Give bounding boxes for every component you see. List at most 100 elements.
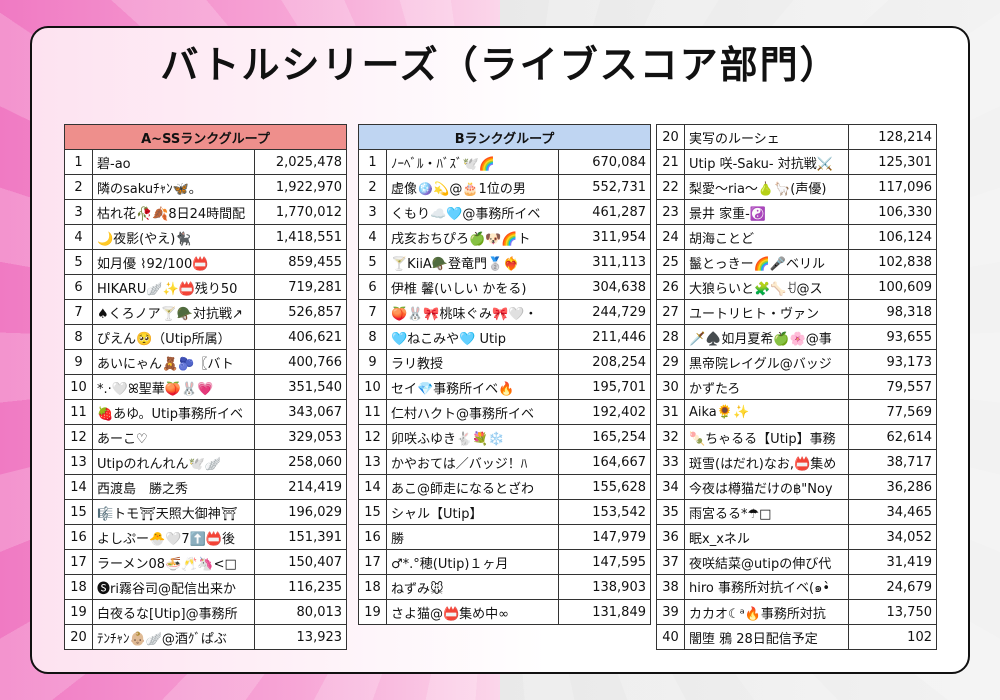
contestant-name: 🗡️♠️如月夏希🍏🌸@事 <box>684 324 849 350</box>
contestant-name: hiro 事務所対抗イベ(๑•̀ <box>684 574 849 600</box>
table-row: 1 碧-ao 2,025,478 <box>64 149 348 175</box>
rank-number: 4 <box>64 224 93 250</box>
rank-number: 12 <box>64 424 93 450</box>
contestant-name: シャル【Utip】 <box>386 499 559 525</box>
contestant-name: よしぷー🐣🤍7⬆️📛後 <box>92 524 255 550</box>
rank-number: 6 <box>64 274 93 300</box>
contestant-name: 西渡島 勝之秀 <box>92 474 255 500</box>
live-score: 164,667 <box>558 449 651 475</box>
rank-number: 18 <box>358 574 387 600</box>
rank-number: 3 <box>64 199 93 225</box>
live-score: 131,849 <box>558 599 651 625</box>
rank-number: 14 <box>64 474 93 500</box>
contestant-name: 雨宮るる*☂︎□ <box>684 499 849 525</box>
contestant-name: さよ猫@📛集め中∞ <box>386 599 559 625</box>
rank-number: 29 <box>656 349 685 375</box>
live-score: 36,286 <box>848 474 937 500</box>
table-row: 29 黒帝院レイグル@バッジ 93,173 <box>656 349 937 375</box>
table-row: 8 🩵ねこみや🩵 Utip 211,446 <box>358 324 651 350</box>
table-row: 11 🍓あゆ。Utip事務所イベ 343,067 <box>64 399 348 425</box>
live-score: 311,113 <box>558 249 651 275</box>
live-score: 719,281 <box>253 274 348 300</box>
live-score: 1,418,551 <box>253 224 348 250</box>
live-score: 117,096 <box>848 174 937 200</box>
table-row: 34 今夜は樽猫だけの฿"Noy 36,286 <box>656 474 937 500</box>
rank-number: 33 <box>656 449 685 475</box>
rank-number: 35 <box>656 499 685 525</box>
live-score: 128,214 <box>848 124 937 150</box>
table-row: 23 景井 家重-☯️ 106,330 <box>656 199 937 225</box>
table-row: 20 実写のルーシェ 128,214 <box>656 124 937 150</box>
contestant-name: 🌙夜影(やえ)🐈‍⬛ <box>92 224 255 250</box>
table-row: 27 ユートリヒト・ヴァン 98,318 <box>656 299 937 325</box>
live-score: 192,402 <box>558 399 651 425</box>
table-row: 14 あこ@師走になるとざわ 155,628 <box>358 474 651 500</box>
contestant-name: 虚像🪩💫@🎂1位の男 <box>386 174 559 200</box>
contestant-name: ぴえん🥺（Utip所属） <box>92 324 255 350</box>
live-score: 116,235 <box>253 574 348 600</box>
table-row: 5 如月優 ⌇92/100📛 859,455 <box>64 249 348 275</box>
table-row: 13 Utipのれんれん🕊️🪽 258,060 <box>64 449 348 475</box>
table-row: 15 シャル【Utip】 153,542 <box>358 499 651 525</box>
rank-number: 6 <box>358 274 387 300</box>
contestant-name: 今夜は樽猫だけの฿"Noy <box>684 474 849 500</box>
contestant-name: くもり☁️🩵@事務所イベ <box>386 199 559 225</box>
table-row: 19 白夜るな[Utip]@事務所 80,013 <box>64 599 348 625</box>
rank-number: 28 <box>656 324 685 350</box>
live-score: 311,954 <box>558 224 651 250</box>
contestant-name: 黒帝院レイグル@バッジ <box>684 349 849 375</box>
live-score: 400,766 <box>253 349 348 375</box>
contestant-name: あこ@師走になるとざわ <box>386 474 559 500</box>
table-row: 15 🎼トモ⛩天照大御神⛩ 196,029 <box>64 499 348 525</box>
table-row: 18 ねずみ🐭 138,903 <box>358 574 651 600</box>
contestant-name: 🍑🐰🎀桃味ぐみ🎀🤍・ <box>386 299 559 325</box>
table-row: 5 🍸KiiA🪖登竜門🥈❤️‍🔥 311,113 <box>358 249 651 275</box>
contestant-name: Utipのれんれん🕊️🪽 <box>92 449 255 475</box>
table-row: 3 枯れ花🥀🍂8日24時間配 1,770,012 <box>64 199 348 225</box>
table-row: 35 雨宮るる*☂︎□ 34,465 <box>656 499 937 525</box>
live-score: 77,569 <box>848 399 937 425</box>
table-row: 25 鬣とっきー🌈🎤ベリル 102,838 <box>656 249 937 275</box>
table-row: 22 梨愛～ria～🍐🦙(声優) 117,096 <box>656 174 937 200</box>
live-score: 244,729 <box>558 299 651 325</box>
contestant-name: Aika🌻✨ <box>684 399 849 425</box>
live-score: 24,679 <box>848 574 937 600</box>
contestant-name: 🅢ri霧谷司@配信出来か <box>92 574 255 600</box>
live-score: 214,419 <box>253 474 348 500</box>
group-b-continued-table: 20 実写のルーシェ 128,214 21 Utip 咲-Saku- 対抗戦⚔️ 125,… <box>656 124 937 650</box>
rank-number: 23 <box>656 199 685 225</box>
live-score: 343,067 <box>253 399 348 425</box>
rank-number: 1 <box>358 149 387 175</box>
live-score: 34,052 <box>848 524 937 550</box>
rank-number: 27 <box>656 299 685 325</box>
contestant-name: 鬣とっきー🌈🎤ベリル <box>684 249 849 275</box>
contestant-name: 梨愛～ria～🍐🦙(声優) <box>684 174 849 200</box>
rank-number: 38 <box>656 574 685 600</box>
table-row: 26 大狼らいと🧩🦴ꀀ@ス 100,609 <box>656 274 937 300</box>
rank-number: 5 <box>358 249 387 275</box>
group-b-table: Bランクグループ 1 ﾉｰﾍﾞﾙ・ﾊﾞｽﾞ🕊️🌈 670,084 2 虚像🪩💫@🎂1位の… <box>358 124 651 625</box>
live-score: 106,124 <box>848 224 937 250</box>
table-row: 4 戌亥おちぴろ🍏🐶🌈ト 311,954 <box>358 224 651 250</box>
live-score: 208,254 <box>558 349 651 375</box>
table-row: 6 伊椎 馨(いしい かをる) 304,638 <box>358 274 651 300</box>
live-score: 258,060 <box>253 449 348 475</box>
contestant-name: 大狼らいと🧩🦴ꀀ@ス <box>684 274 849 300</box>
rank-number: 22 <box>656 174 685 200</box>
table-row: 32 🍡ちゃるる【Utip】事務 62,614 <box>656 424 937 450</box>
table-row: 30 かずたろ 79,557 <box>656 374 937 400</box>
contestant-name: カカオ☾ᵃ🔥事務所対抗 <box>684 599 849 625</box>
rank-number: 7 <box>358 299 387 325</box>
live-score: 211,446 <box>558 324 651 350</box>
rank-number: 17 <box>358 549 387 575</box>
live-score: 150,407 <box>253 549 348 575</box>
rank-number: 11 <box>64 399 93 425</box>
table-row: 21 Utip 咲-Saku- 対抗戦⚔️ 125,301 <box>656 149 937 175</box>
live-score: 102,838 <box>848 249 937 275</box>
live-score: 13,923 <box>253 624 348 650</box>
table-row: 10 *.·🤍ꕤ聖華🍑🐰💗 351,540 <box>64 374 348 400</box>
table-row: 2 虚像🪩💫@🎂1位の男 552,731 <box>358 174 651 200</box>
live-score: 138,903 <box>558 574 651 600</box>
contestant-name: 仁村ハクト@事務所イベ <box>386 399 559 425</box>
live-score: 93,173 <box>848 349 937 375</box>
